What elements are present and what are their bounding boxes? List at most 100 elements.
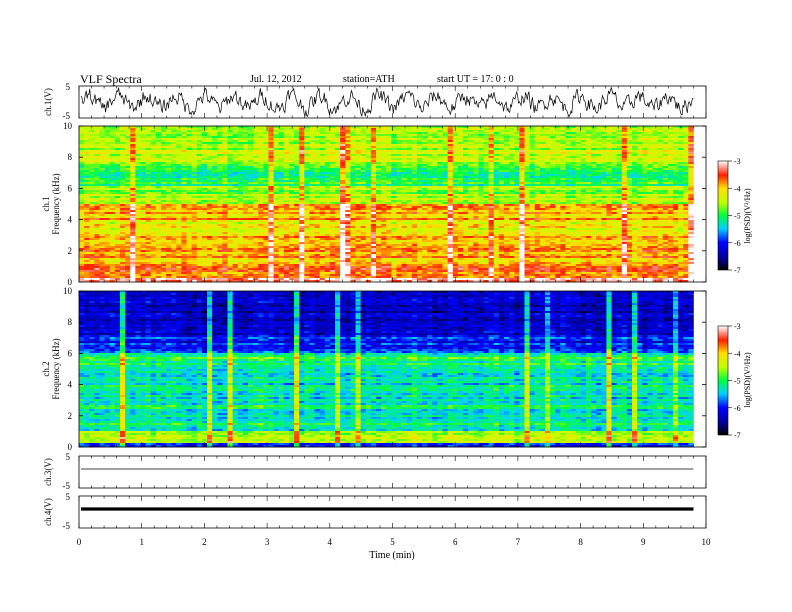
spectrogram-cell [191,148,198,151]
spectrogram-cell [683,132,689,135]
spectrogram-cell [222,126,228,129]
spectrogram-cell [135,194,141,197]
spectrogram-cell [678,178,684,181]
spectrogram-cell [278,148,285,151]
spectrogram-cell [119,168,126,171]
spectrogram-cell [580,178,587,181]
spectrogram-cell [365,140,372,143]
spectrogram-cell [150,164,157,167]
spectrogram-cell [140,128,146,131]
spectrogram-cell [381,152,387,155]
spectrogram-cell [452,156,459,159]
spectrogram-cell [181,154,187,157]
spectrogram-cell [222,190,228,193]
spectrogram-cell [89,182,95,185]
spectrogram-cell [468,156,474,159]
spectrogram-cell [201,148,208,151]
spectrogram-cell [319,136,326,139]
spectrogram-cell [212,202,218,205]
spectrogram-cell [171,182,177,185]
spectrogram-cell [621,200,628,203]
spectrogram-cell [181,144,187,147]
spectrogram-cell [601,170,607,173]
spectrogram-cell [611,174,617,177]
spectrogram-cell [611,168,617,171]
spectrogram-cell [114,140,121,143]
spectrogram-cell [647,128,653,131]
spectrogram-cell [268,188,274,191]
spectrogram-cell [647,188,653,191]
spectrogram-cell [273,126,279,129]
spectrogram-cell [422,192,428,195]
spectrogram-cell [375,136,382,139]
spectrogram-cell [550,132,556,135]
spectrogram-cell [626,138,633,141]
spectrogram-cell [493,130,500,133]
spectrogram-cell [222,136,228,139]
spectrogram-cell [683,194,689,197]
spectrogram-cell [657,150,664,153]
spectrogram-cell [181,186,187,189]
spectrogram-cell [242,136,249,139]
spectrogram-cell [222,130,228,133]
spectrogram-cell [386,126,392,129]
spectrogram-cell [550,168,556,171]
spectrogram-cell [406,172,413,175]
spectrogram-cell [688,186,694,189]
spectrogram-cell [84,174,90,177]
spectrogram-cell [427,146,433,149]
spectrogram-cell [652,176,658,179]
spectrogram-cell [119,180,126,183]
spectrogram-cell [365,172,372,175]
spectrogram-cell [493,152,500,155]
spectrogram-cell [201,200,208,203]
spectrogram-cell [176,128,182,131]
spectrogram-cell [570,206,576,209]
spectrogram-cell [396,170,402,173]
spectrogram-cell [191,142,198,145]
spectrogram-cell [365,184,372,187]
spectrogram-cell [396,138,402,141]
spectrogram-cell [637,142,643,145]
spectrogram-cell [176,190,182,193]
spectrogram-cell [478,192,484,195]
spectrogram-cell [365,188,372,191]
spectrogram-cell [529,142,536,145]
spectrogram-cell [386,128,392,131]
spectrogram-cell [217,138,223,141]
spectrogram-cell [401,146,408,149]
spectrogram-cell [309,194,315,197]
spectrogram-cell [442,198,448,201]
spectrogram-cell [422,144,428,147]
spectrogram-cell [493,198,500,201]
spectrogram-cell [324,140,331,143]
spectrogram-cell [125,132,131,135]
spectrogram-cell [84,186,90,189]
spectrogram-cell [109,128,116,131]
spectrogram-cell [519,156,525,159]
spectrogram-cell [304,192,310,195]
spectrogram-cell [652,204,658,207]
spectrogram-cell [683,178,689,181]
spectrogram-cell [155,192,162,195]
spectrogram-cell [550,170,556,173]
spectrogram-cell [268,194,274,197]
spectrogram-cell [514,130,520,133]
spectrogram-cell [386,152,392,155]
spectrogram-cell [299,200,305,203]
spectrogram-cell [647,138,653,141]
spectrogram-cell [381,138,387,141]
spectrogram-cell [314,158,320,161]
spectrogram-cell [667,172,674,175]
spectrogram-cell [304,162,310,165]
spectrogram-cell [242,140,249,143]
spectrogram-cell [621,190,628,193]
spectrogram-cell [130,128,136,131]
spectrogram-cell [335,182,341,185]
spectrogram-cell [335,148,341,151]
spectrogram-cell [478,150,484,153]
spectrogram-cell [519,148,525,151]
spectrogram-cell [201,156,208,159]
spectrogram-cell [171,166,177,169]
spectrogram-cell [652,170,658,173]
